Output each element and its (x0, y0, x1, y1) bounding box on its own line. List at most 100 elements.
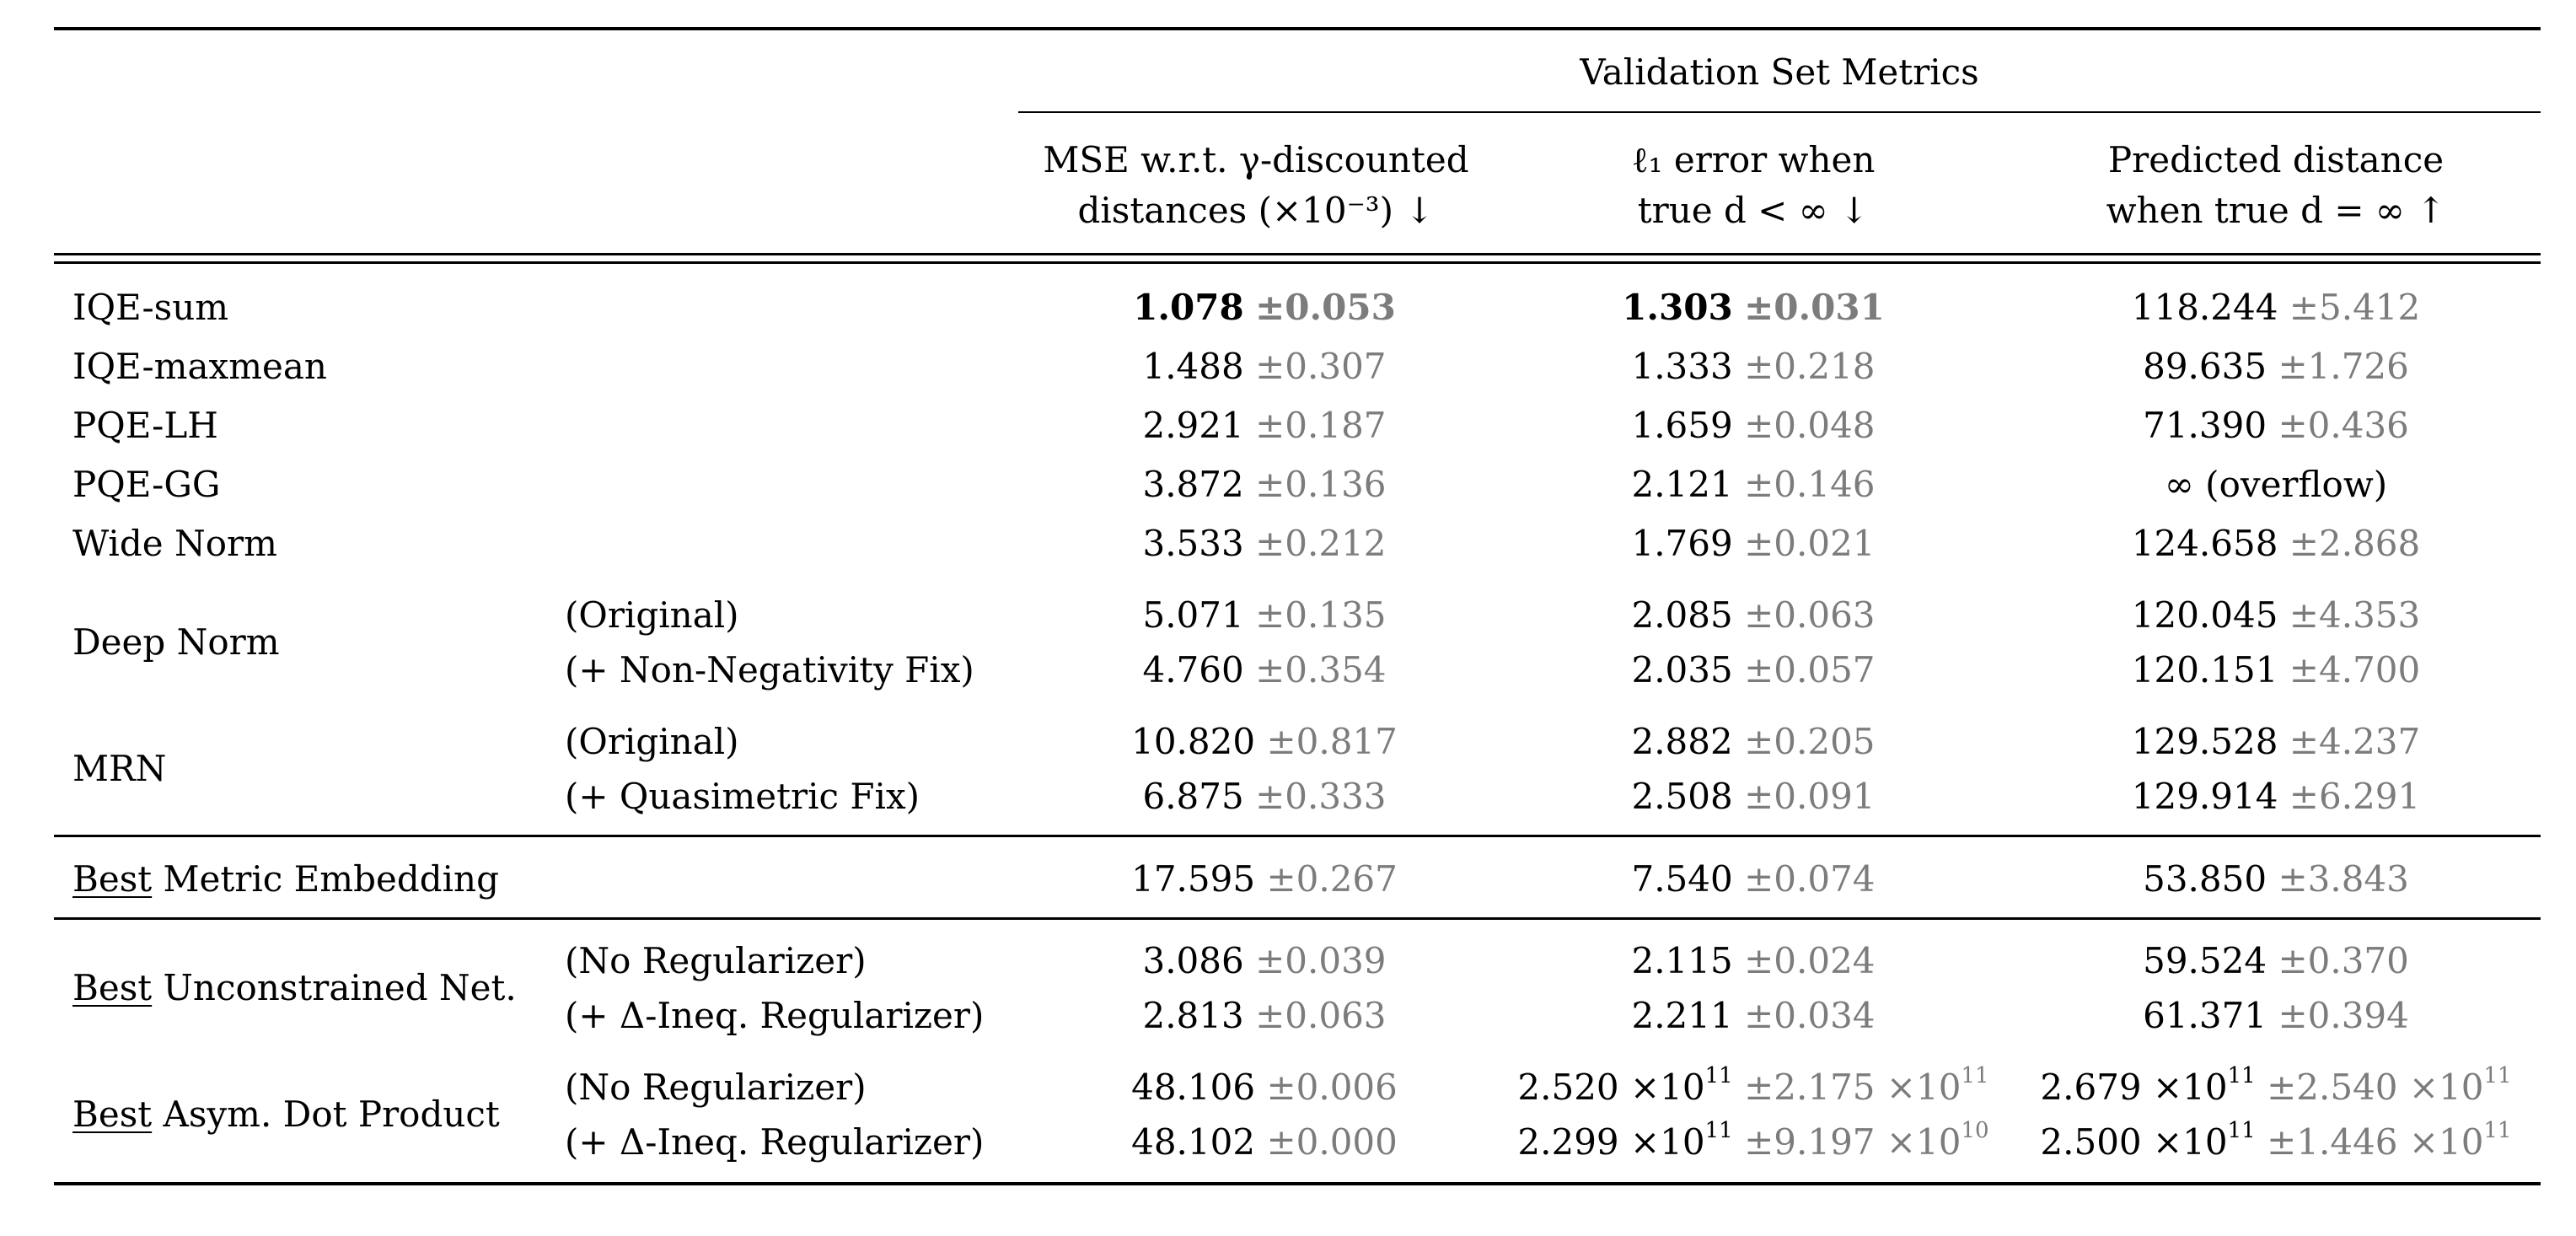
best-label: Best (72, 967, 153, 1008)
method-label: Best Metric Embedding (72, 862, 499, 897)
metric-stddev: ±6.291 (2289, 776, 2421, 817)
metric-value: 129.914 (2131, 776, 2278, 817)
metric-value: 48.102 (1131, 1121, 1256, 1163)
metric-stddev: ±0.048 (1744, 405, 1876, 446)
metric-value: 2.500 ×10 (2040, 1121, 2228, 1163)
metric-cell: 118.244 ±5.412 (2132, 290, 2420, 325)
metric-cell: 1.333 ±0.218 (1631, 349, 1875, 384)
metric-value-exponent: 11 (2227, 1063, 2256, 1088)
metric-cell: ∞ (overflow) (2165, 467, 2387, 502)
column-header-l1: ℓ₁ error when true d < ∞ ↓ (1534, 135, 1972, 236)
variant-label: (+ Δ-Ineq. Regularizer) (565, 1121, 985, 1163)
metric-stddev: ±0.136 (1255, 464, 1387, 505)
metric-cell: 48.102 ±0.000 (1131, 1125, 1398, 1160)
metric-stddev: ±0.034 (1744, 995, 1876, 1036)
method-name: PQE-LH (72, 405, 218, 446)
metric-value: 2.882 (1631, 721, 1733, 762)
metric-stddev: ±0.333 (1255, 776, 1387, 817)
method-name: Wide Norm (72, 523, 277, 564)
metric-stddev-exponent: 10 (1961, 1118, 1989, 1143)
method-label: MRN (72, 751, 166, 787)
metric-stddev: ±0.006 (1266, 1067, 1398, 1108)
metric-stddev: ±2.540 ×10 (2267, 1067, 2484, 1108)
metric-value-exponent: 11 (1704, 1118, 1733, 1143)
metric-value: 6.875 (1142, 776, 1244, 817)
metric-value: 2.679 ×10 (2040, 1067, 2228, 1108)
metric-value: 2.813 (1142, 995, 1244, 1036)
metric-stddev: ±0.031 (1744, 287, 1885, 328)
metric-stddev: ±0.021 (1744, 523, 1876, 564)
metric-cell: 6.875 ±0.333 (1142, 779, 1386, 814)
metric-stddev: ±0.057 (1744, 649, 1876, 691)
metric-value: 1.769 (1631, 523, 1733, 564)
metric-cell: 3.086 ±0.039 (1142, 943, 1386, 979)
metric-cell: 2.085 ±0.063 (1631, 598, 1875, 633)
metric-value: 17.595 (1131, 858, 1256, 900)
metric-stddev: ±0.218 (1744, 346, 1876, 387)
metric-cell: 61.371 ±0.394 (2143, 998, 2409, 1034)
metric-stddev: ±0.817 (1266, 721, 1398, 762)
metric-cell: 2.921 ±0.187 (1142, 408, 1386, 443)
metric-value: 3.872 (1142, 464, 1244, 505)
metric-value: 3.533 (1142, 523, 1244, 564)
method-label: Best Unconstrained Net. (72, 970, 517, 1006)
metric-stddev: ±0.146 (1744, 464, 1876, 505)
metric-cell: 17.595 ±0.267 (1131, 862, 1398, 897)
metric-cell: 48.106 ±0.006 (1131, 1070, 1398, 1105)
best-label: Best (72, 1094, 153, 1135)
metric-value: 53.850 (2143, 858, 2267, 900)
metric-cell: 2.813 ±0.063 (1142, 998, 1386, 1034)
metric-cell: 3.533 ±0.212 (1142, 526, 1386, 562)
method-name: IQE-maxmean (72, 346, 327, 387)
metric-value-exponent: 11 (2227, 1118, 2256, 1143)
metric-stddev: ±0.074 (1744, 858, 1876, 900)
metric-value: 59.524 (2143, 940, 2267, 981)
metric-cell: 1.769 ±0.021 (1631, 526, 1875, 562)
method-label: IQE-sum (72, 290, 228, 325)
metric-cell: 120.045 ±4.353 (2132, 598, 2420, 633)
metric-stddev: ±9.197 ×10 (1744, 1121, 1962, 1163)
method-label: PQE-LH (72, 408, 218, 443)
group-underline (1018, 111, 2541, 113)
method-name: MRN (72, 748, 167, 789)
metric-cell: 1.078 ±0.053 (1133, 290, 1396, 325)
method-label: Wide Norm (72, 526, 277, 562)
metric-value: 120.045 (2131, 594, 2278, 636)
variant-label: (+ Non-Negativity Fix) (565, 649, 974, 691)
metric-stddev: ±0.436 (2278, 405, 2409, 446)
metric-value: 89.635 (2143, 346, 2267, 387)
metric-value-exponent: 11 (1704, 1063, 1733, 1088)
variant-label: (+ Δ-Ineq. Regularizer) (565, 995, 985, 1036)
metric-cell: 129.914 ±6.291 (2132, 779, 2420, 814)
metric-cell: 4.760 ±0.354 (1142, 653, 1386, 688)
metric-stddev: ±2.868 (2289, 523, 2421, 564)
metric-stddev: ±0.307 (1255, 346, 1387, 387)
metric-cell: 2.121 ±0.146 (1631, 467, 1875, 502)
metric-stddev: ±0.063 (1255, 995, 1387, 1036)
metric-value: 2.520 ×10 (1517, 1067, 1705, 1108)
metric-stddev: ±2.175 ×10 (1744, 1067, 1962, 1108)
metric-value: 71.390 (2143, 405, 2267, 446)
metric-value: 2.508 (1631, 776, 1733, 817)
header-double-rule-top (54, 253, 2541, 255)
metric-value: ∞ (overflow) (2164, 464, 2388, 505)
method-label: Best Asym. Dot Product (72, 1097, 500, 1132)
metric-value: 4.760 (1142, 649, 1244, 691)
metric-stddev: ±5.412 (2289, 287, 2421, 328)
metric-stddev: ±4.700 (2289, 649, 2421, 691)
column-header-predicted-line1: Predicted distance (2107, 139, 2445, 180)
metric-value: 61.371 (2143, 995, 2267, 1036)
metric-value: 124.658 (2131, 523, 2278, 564)
best-label: Best (72, 858, 153, 900)
metric-stddev: ±0.205 (1744, 721, 1876, 762)
header-double-rule-bottom (54, 261, 2541, 264)
metric-stddev: ±0.024 (1744, 940, 1876, 981)
metric-cell: 89.635 ±1.726 (2143, 349, 2409, 384)
metric-cell: 2.500 ×1011 ±1.446 ×1011 (2040, 1120, 2511, 1160)
top-rule (54, 27, 2541, 30)
metric-stddev: ±0.039 (1255, 940, 1387, 981)
metric-cell: 2.035 ±0.057 (1631, 653, 1875, 688)
metric-cell: 1.303 ±0.031 (1622, 290, 1885, 325)
metric-stddev-exponent: 11 (2483, 1063, 2512, 1088)
bottom-rule (54, 1182, 2541, 1185)
